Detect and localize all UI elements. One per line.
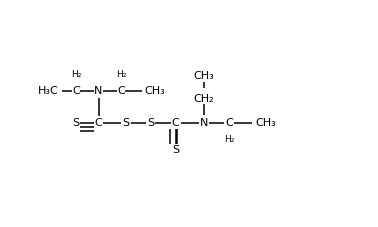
Text: C: C (117, 86, 125, 96)
Text: C: C (94, 118, 102, 128)
Text: S: S (147, 118, 154, 128)
Text: S: S (172, 146, 179, 155)
Text: H₃C: H₃C (38, 86, 58, 96)
Text: C: C (72, 86, 80, 96)
Text: C: C (172, 118, 180, 128)
Text: S: S (122, 118, 129, 128)
Text: H₂: H₂ (71, 70, 81, 79)
Text: S: S (73, 118, 79, 128)
Text: C: C (225, 118, 233, 128)
Text: CH₃: CH₃ (144, 86, 165, 96)
Text: H₂: H₂ (224, 136, 234, 144)
Text: CH₂: CH₂ (194, 94, 214, 104)
Text: N: N (200, 118, 208, 128)
Text: CH₃: CH₃ (194, 71, 214, 81)
Text: CH₃: CH₃ (255, 118, 276, 128)
Text: H₂: H₂ (116, 70, 126, 79)
Text: N: N (94, 86, 103, 96)
